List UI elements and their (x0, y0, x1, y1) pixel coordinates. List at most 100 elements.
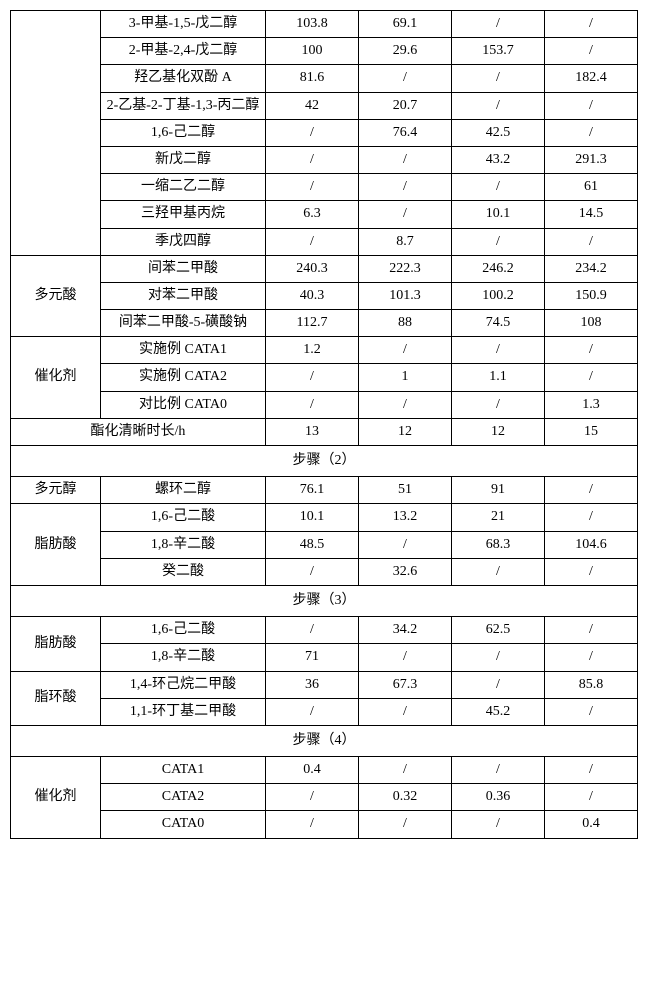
section-header-row: 步骤（4） (11, 725, 638, 756)
table-row: 一缩二乙二醇 / / / 61 (11, 174, 638, 201)
value-cell: / (452, 644, 545, 671)
value-cell: 13 (266, 418, 359, 445)
value-cell: / (452, 228, 545, 255)
value-cell: 76.4 (359, 119, 452, 146)
value-cell: 246.2 (452, 255, 545, 282)
step4-header: 步骤（4） (11, 725, 638, 756)
value-cell: / (266, 364, 359, 391)
value-cell: 14.5 (545, 201, 638, 228)
name-cell: 1,1-环丁基二甲酸 (101, 698, 266, 725)
table-row: 1,8-辛二酸 48.5 / 68.3 104.6 (11, 531, 638, 558)
value-cell: 13.2 (359, 504, 452, 531)
table-row: CATA0 / / / 0.4 (11, 811, 638, 838)
value-cell: 43.2 (452, 146, 545, 173)
name-cell: 2-甲基-2,4-戊二醇 (101, 38, 266, 65)
category-cell: 脂环酸 (11, 671, 101, 725)
value-cell: 8.7 (359, 228, 452, 255)
table-row: 新戊二醇 / / 43.2 291.3 (11, 146, 638, 173)
table-row: 多元醇 螺环二醇 76.1 51 91 / (11, 477, 638, 504)
value-cell: 100.2 (452, 282, 545, 309)
value-cell: 6.3 (266, 201, 359, 228)
value-cell: 0.4 (266, 757, 359, 784)
value-cell: / (266, 784, 359, 811)
value-cell: 81.6 (266, 65, 359, 92)
value-cell: 71 (266, 644, 359, 671)
value-cell: 42 (266, 92, 359, 119)
value-cell: 100 (266, 38, 359, 65)
table-row: 3-甲基-1,5-戊二醇 103.8 69.1 / / (11, 11, 638, 38)
value-cell: 61 (545, 174, 638, 201)
value-cell: 62.5 (452, 617, 545, 644)
value-cell: 15 (545, 418, 638, 445)
value-cell: / (266, 174, 359, 201)
value-cell: / (266, 119, 359, 146)
name-cell: 新戊二醇 (101, 146, 266, 173)
table-row: 多元酸 间苯二甲酸 240.3 222.3 246.2 234.2 (11, 255, 638, 282)
name-cell: 羟乙基化双酚 A (101, 65, 266, 92)
ester-time-label: 酯化清晰时长/h (11, 418, 266, 445)
table-row: 催化剂 实施例 CATA1 1.2 / / / (11, 337, 638, 364)
value-cell: 32.6 (359, 558, 452, 585)
value-cell: 51 (359, 477, 452, 504)
name-cell: 1,6-己二醇 (101, 119, 266, 146)
value-cell: / (452, 65, 545, 92)
category-cell: 多元醇 (11, 477, 101, 504)
value-cell: 0.36 (452, 784, 545, 811)
value-cell: 291.3 (545, 146, 638, 173)
value-cell: 10.1 (452, 201, 545, 228)
category-cell: 催化剂 (11, 757, 101, 839)
value-cell: / (452, 92, 545, 119)
name-cell: 对比例 CATA0 (101, 391, 266, 418)
value-cell: / (545, 119, 638, 146)
value-cell: 48.5 (266, 531, 359, 558)
name-cell: 间苯二甲酸-5-磺酸钠 (101, 310, 266, 337)
value-cell: 182.4 (545, 65, 638, 92)
value-cell: 1.2 (266, 337, 359, 364)
value-cell: / (452, 811, 545, 838)
value-cell: 88 (359, 310, 452, 337)
table-row: 对苯二甲酸 40.3 101.3 100.2 150.9 (11, 282, 638, 309)
value-cell: 240.3 (266, 255, 359, 282)
name-cell: 1,8-辛二酸 (101, 531, 266, 558)
table-row: 脂肪酸 1,6-己二酸 / 34.2 62.5 / (11, 617, 638, 644)
table-row: 酯化清晰时长/h 13 12 12 15 (11, 418, 638, 445)
name-cell: 三羟甲基丙烷 (101, 201, 266, 228)
table-row: 脂肪酸 1,6-己二酸 10.1 13.2 21 / (11, 504, 638, 531)
value-cell: / (359, 644, 452, 671)
name-cell: 实施例 CATA2 (101, 364, 266, 391)
category-cell: 脂肪酸 (11, 504, 101, 586)
value-cell: / (452, 757, 545, 784)
value-cell: / (545, 644, 638, 671)
value-cell: / (266, 391, 359, 418)
value-cell: 103.8 (266, 11, 359, 38)
name-cell: 3-甲基-1,5-戊二醇 (101, 11, 266, 38)
name-cell: 间苯二甲酸 (101, 255, 266, 282)
table-row: 1,6-己二醇 / 76.4 42.5 / (11, 119, 638, 146)
value-cell: / (545, 92, 638, 119)
value-cell: / (359, 811, 452, 838)
value-cell: / (545, 757, 638, 784)
value-cell: 21 (452, 504, 545, 531)
value-cell: 76.1 (266, 477, 359, 504)
value-cell: / (266, 698, 359, 725)
value-cell: / (452, 391, 545, 418)
value-cell: 0.32 (359, 784, 452, 811)
value-cell: / (359, 757, 452, 784)
name-cell: CATA1 (101, 757, 266, 784)
table-row: 实施例 CATA2 / 1 1.1 / (11, 364, 638, 391)
value-cell: 1.3 (545, 391, 638, 418)
value-cell: 91 (452, 477, 545, 504)
value-cell: 42.5 (452, 119, 545, 146)
category-cell: 催化剂 (11, 337, 101, 419)
data-table: 3-甲基-1,5-戊二醇 103.8 69.1 / / 2-甲基-2,4-戊二醇… (10, 10, 638, 839)
value-cell: 68.3 (452, 531, 545, 558)
value-cell: 40.3 (266, 282, 359, 309)
value-cell: / (266, 558, 359, 585)
value-cell: / (266, 146, 359, 173)
name-cell: 季戊四醇 (101, 228, 266, 255)
value-cell: / (545, 477, 638, 504)
value-cell: / (545, 698, 638, 725)
value-cell: 222.3 (359, 255, 452, 282)
value-cell: / (359, 174, 452, 201)
name-cell: 螺环二醇 (101, 477, 266, 504)
